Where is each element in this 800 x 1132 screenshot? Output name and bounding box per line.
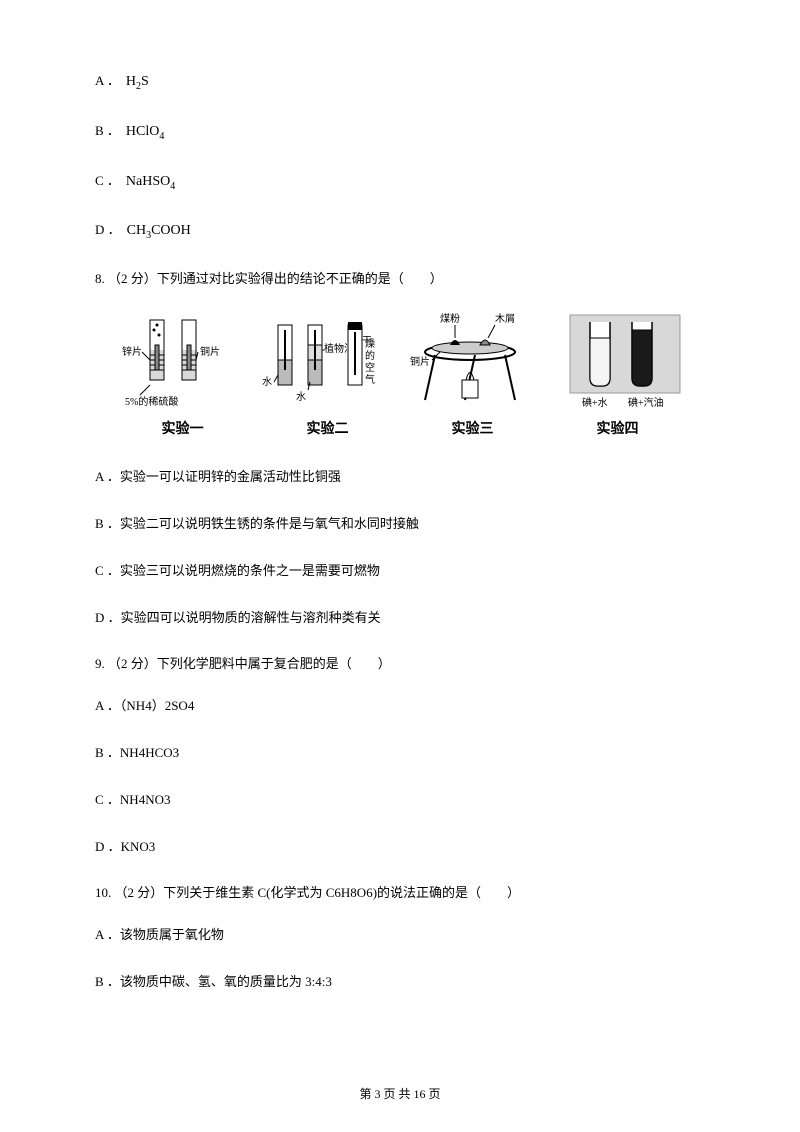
q10-option-b: B ．该物质中碳、氢、氧的质量比为 3:4:3 xyxy=(95,971,705,990)
experiment-4: 碘+水 碘+汽油 xyxy=(550,310,700,410)
q7-option-b: B ． HClO4 xyxy=(95,120,705,142)
experiment-3: 煤粉 木屑 铜片 xyxy=(400,310,550,410)
exp3-diagram: 煤粉 木屑 铜片 xyxy=(410,310,540,410)
q9-option-d: D ．KNO3 xyxy=(95,836,705,855)
svg-text:铜片: 铜片 xyxy=(200,345,220,358)
exp1-diagram: 锌片 铜片 5%的稀硫酸 xyxy=(120,310,230,410)
svg-text:木屑: 木屑 xyxy=(495,313,515,325)
formula-hclo4: HClO4 xyxy=(126,124,164,142)
q10-option-a: A ．该物质属于氧化物 xyxy=(95,924,705,943)
q7-option-c: C ． NaHSO4 xyxy=(95,170,705,192)
experiment-labels: 实验一 实验二 实验三 实验四 xyxy=(95,418,705,438)
svg-text:气: 气 xyxy=(365,373,375,386)
experiment-row: 锌片 铜片 5%的稀硫酸 水 植物油 xyxy=(95,310,705,410)
exp2-diagram: 水 植物油 水 干 燥 的 空 气 xyxy=(260,310,390,410)
svg-text:碘+汽油: 碘+汽油 xyxy=(628,396,664,409)
q9-option-a: A ．（NH4）2SO4 xyxy=(95,695,705,714)
q9-option-b: B ．NH4HCO3 xyxy=(95,742,705,761)
page-footer: 第 3 页 共 16 页 xyxy=(0,1085,800,1102)
exp3-label: 实验三 xyxy=(400,418,545,438)
svg-text:的: 的 xyxy=(365,349,375,362)
q8-option-d: D ．实验四可以说明物质的溶解性与溶剂种类有关 xyxy=(95,607,705,626)
formula-ch3cooh: CH3COOH xyxy=(127,223,191,241)
q9-stem: 9. （2 分）下列化学肥料中属于复合肥的是（ ） xyxy=(95,654,705,675)
q10-stem: 10. （2 分）下列关于维生素 C(化学式为 C6H8O6)的说法正确的是（ … xyxy=(95,883,705,904)
svg-text:铜片: 铜片 xyxy=(410,355,430,368)
svg-text:5%的稀硫酸: 5%的稀硫酸 xyxy=(125,395,178,408)
q8-option-c: C ．实验三可以说明燃烧的条件之一是需要可燃物 xyxy=(95,560,705,579)
svg-text:水: 水 xyxy=(262,376,272,388)
svg-text:锌片: 锌片 xyxy=(122,345,142,358)
exp2-label: 实验二 xyxy=(255,418,400,438)
experiment-2: 水 植物油 水 干 燥 的 空 气 xyxy=(250,310,400,410)
formula-nahso4: NaHSO4 xyxy=(126,174,175,192)
svg-text:燥: 燥 xyxy=(365,338,375,350)
option-label-d: D ． xyxy=(95,219,121,238)
q8-stem: 8. （2 分）下列通过对比实验得出的结论不正确的是（ ） xyxy=(95,269,705,290)
option-label-c: C ． xyxy=(95,170,120,189)
option-label-b: B ． xyxy=(95,120,120,139)
q9-option-c: C ．NH4NO3 xyxy=(95,789,705,808)
svg-text:煤粉: 煤粉 xyxy=(440,312,460,325)
exp4-diagram: 碘+水 碘+汽油 xyxy=(560,310,690,410)
q7-option-a: A ． H2S xyxy=(95,70,705,92)
svg-text:空: 空 xyxy=(365,361,375,374)
exp1-label: 实验一 xyxy=(110,418,255,438)
exp4-label: 实验四 xyxy=(545,418,690,438)
formula-h2s: H2S xyxy=(126,74,149,92)
svg-text:水: 水 xyxy=(296,391,306,403)
q8-option-a: A ．实验一可以证明锌的金属活动性比铜强 xyxy=(95,466,705,485)
svg-text:碘+水: 碘+水 xyxy=(582,396,608,409)
experiment-1: 锌片 铜片 5%的稀硫酸 xyxy=(100,310,250,410)
q8-option-b: B ．实验二可以说明铁生锈的条件是与氧气和水同时接触 xyxy=(95,513,705,532)
option-label-a: A ． xyxy=(95,70,120,89)
q7-option-d: D ． CH3COOH xyxy=(95,219,705,241)
